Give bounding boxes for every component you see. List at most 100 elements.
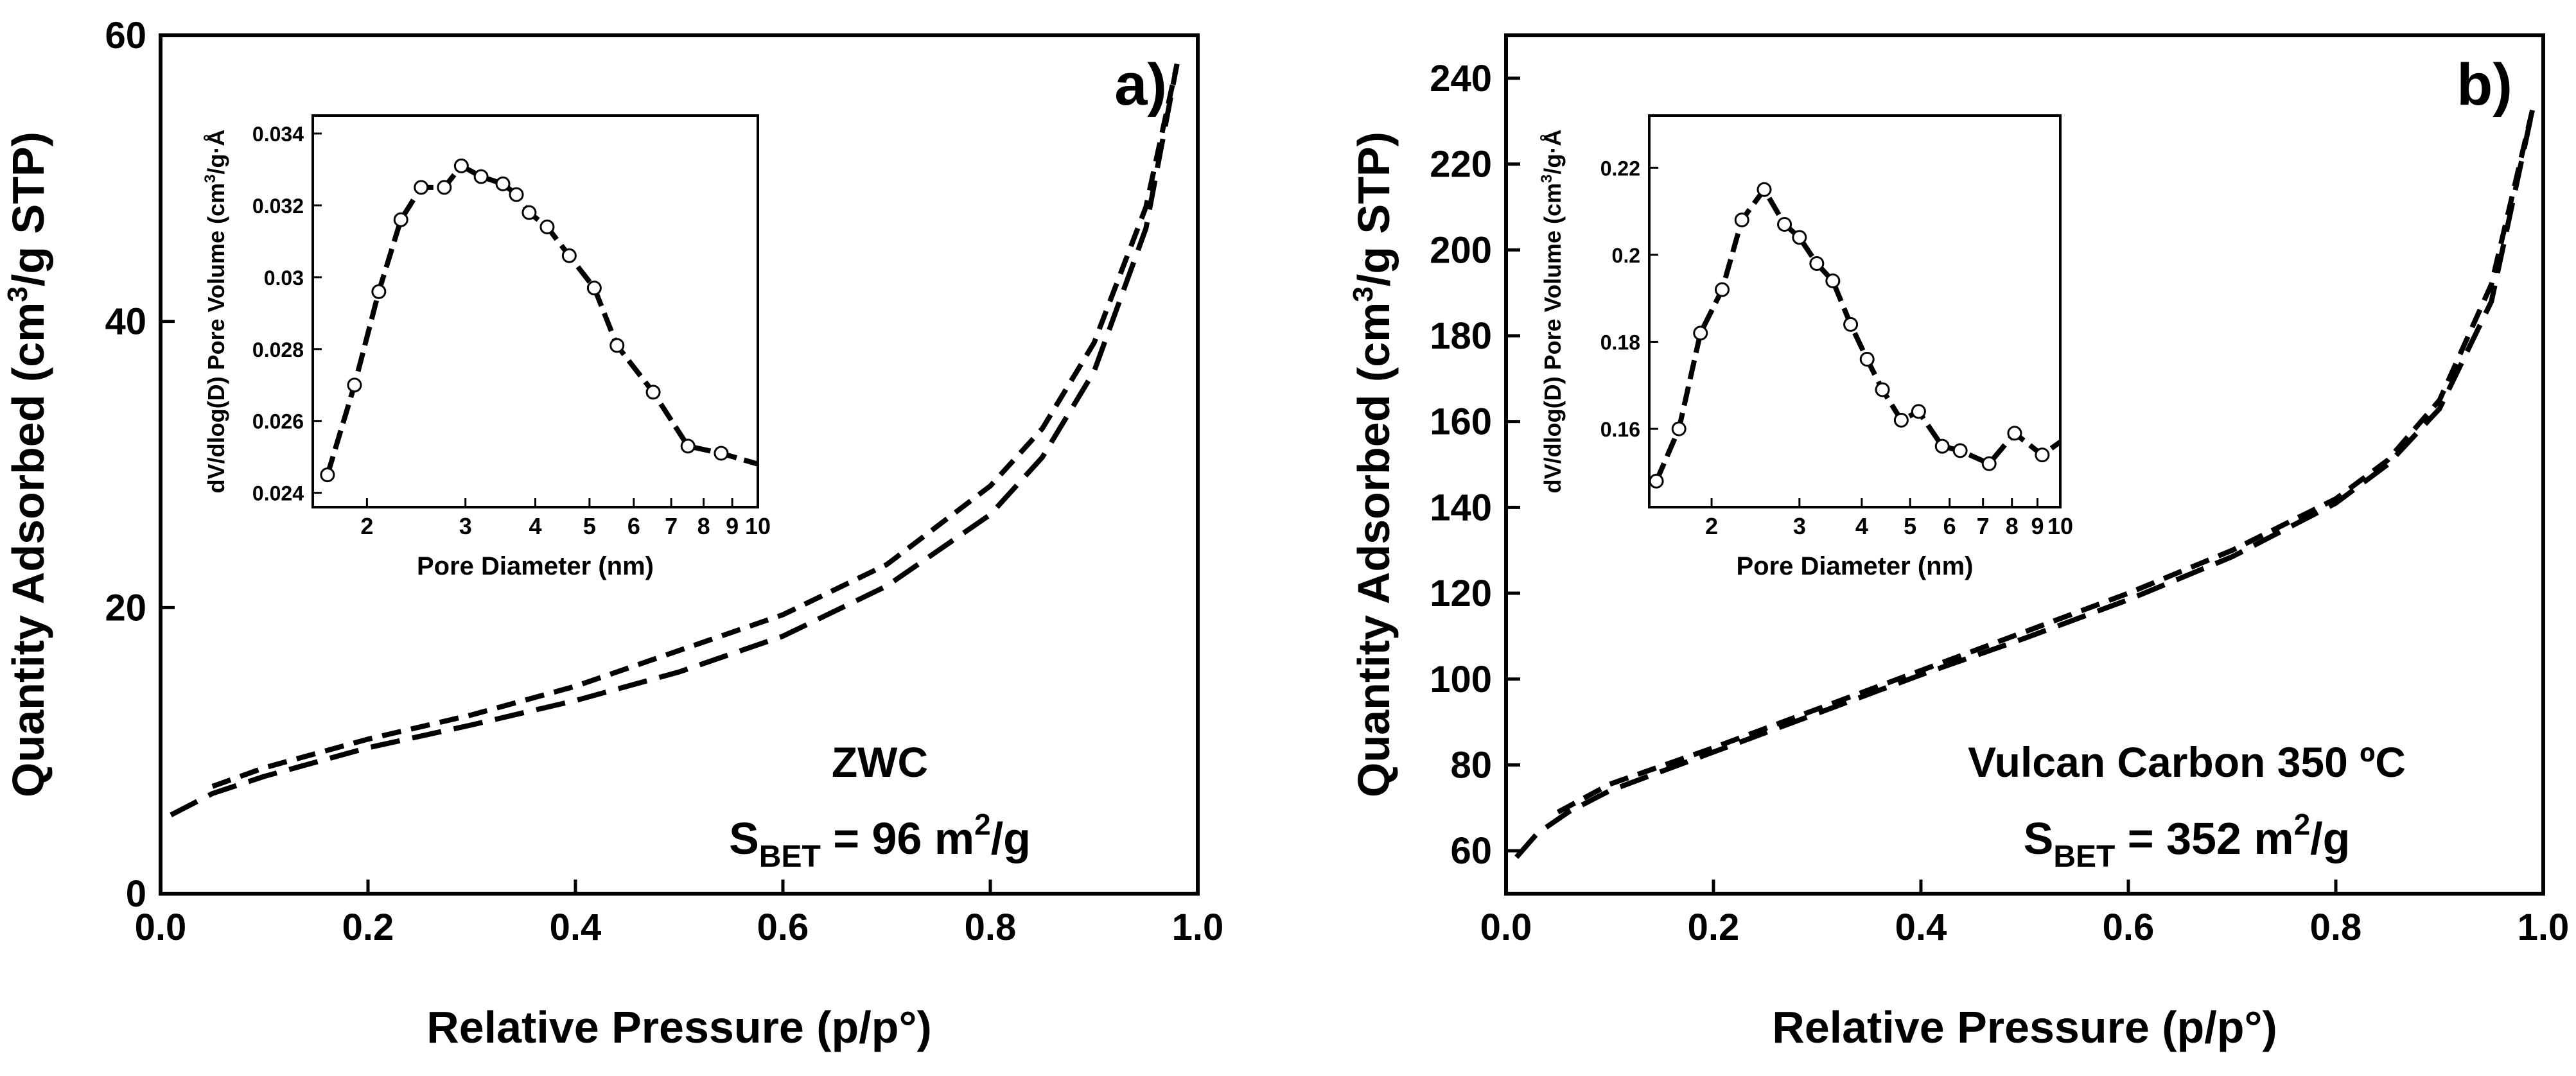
inset-data-point xyxy=(1734,213,1749,228)
inset-data-point xyxy=(521,205,537,220)
inset-data-point xyxy=(1777,216,1792,232)
inset-data-point xyxy=(1757,182,1772,197)
sbet-label: SBET = 352 m2/g xyxy=(2024,808,2351,874)
inset-x-tick-label: 8 xyxy=(2006,513,2019,539)
x-tick-label: 1.0 xyxy=(2518,907,2570,948)
inset-frame xyxy=(1648,114,2062,508)
inset-data-point xyxy=(437,180,452,195)
inset-data-point xyxy=(609,338,625,353)
inset-y-tick-label: 0.026 xyxy=(252,410,304,433)
inset-x-tick-label: 9 xyxy=(726,513,739,539)
inset-x-tick-label: 4 xyxy=(1855,513,1868,539)
y-tick-label: 40 xyxy=(105,301,146,343)
x-axis-label: Relative Pressure (p/p°) xyxy=(1772,1002,2277,1052)
plot-frame xyxy=(159,33,1200,896)
inset-a: 2 3 4 5 6 7 8 9 10 0.024 0.026 0.028 0.03 0.032 0.034 P… xyxy=(202,114,771,580)
inset-data-point xyxy=(1952,443,1968,458)
panel-a: 0.0 0.2 0.4 0.6 0.8 1.0 0 20 40 60 Relative Pressu… xyxy=(2,15,1223,1052)
inset-x-tick-label: 10 xyxy=(2047,513,2073,539)
inset-data-point xyxy=(393,212,408,227)
inset-data-point xyxy=(509,187,524,202)
inset-data-point xyxy=(645,385,661,400)
inset-data-point xyxy=(347,377,362,393)
y-tick-label: 60 xyxy=(1450,830,1492,872)
sbet-label: SBET = 96 m2/g xyxy=(729,808,1031,874)
panel-label: b) xyxy=(2457,52,2512,117)
series-adsorption xyxy=(1514,107,2536,859)
panel-b: 0.0 0.2 0.4 0.6 0.8 1.0 60 80 100 120 140 160 180 200… xyxy=(1347,33,2570,1052)
series-desorption xyxy=(211,63,1180,789)
x-tick-label: 0.2 xyxy=(342,907,394,948)
y-tick-label: 0 xyxy=(126,873,146,915)
x-tick-label: 0.8 xyxy=(2310,907,2362,948)
inset-data-point xyxy=(1911,404,1926,419)
inset-x-tick-label: 6 xyxy=(627,513,640,539)
inset-data-point xyxy=(1649,473,1664,489)
inset-x-axis-label: Pore Diameter (nm) xyxy=(417,552,654,580)
inset-x-tick-label: 7 xyxy=(665,513,678,539)
x-tick-label: 0.2 xyxy=(1688,907,1740,948)
inset-data-point xyxy=(1934,438,1950,454)
x-tick-label: 0.6 xyxy=(2103,907,2155,948)
inset-y-tick-label: 0.032 xyxy=(252,195,304,218)
inset-y-tick-label: 0.024 xyxy=(252,482,304,505)
x-tick-label: 0.4 xyxy=(550,907,602,948)
x-tick-label: 0.6 xyxy=(757,907,809,948)
x-tick-label: 0.8 xyxy=(965,907,1017,948)
inset-data-point xyxy=(320,467,335,483)
inset-y-axis-label: dV/dlog(D) Pore Volume (cm3/g·Å xyxy=(202,130,229,494)
inset-data-point xyxy=(1693,325,1708,341)
inset-y-tick-label: 0.16 xyxy=(1600,418,1640,441)
y-axis-label: Quantity Adsorbed (cm3/g STP) xyxy=(1347,132,1399,797)
inset-data-point xyxy=(453,158,469,173)
inset-x-tick-label: 2 xyxy=(1705,513,1718,539)
sample-name: Vulcan Carbon 350 ºC xyxy=(1968,738,2406,786)
inset-data-point xyxy=(414,180,429,195)
inset-data-point xyxy=(680,438,696,454)
inset-x-tick-label: 6 xyxy=(1943,513,1956,539)
y-tick-label: 220 xyxy=(1430,144,1492,186)
y-axis-label: Quantity Adsorbed (cm3/g STP) xyxy=(2,132,53,797)
inset-data-point xyxy=(1792,230,1807,245)
inset-data-point xyxy=(561,248,577,263)
inset-data-point xyxy=(1893,412,1909,428)
inset-data-point xyxy=(1843,317,1859,332)
inset-y-tick-label: 0.22 xyxy=(1600,157,1640,180)
x-tick-label: 0.0 xyxy=(135,907,187,948)
inset-y-tick-label: 0.18 xyxy=(1600,331,1640,354)
x-tick-label: 1.0 xyxy=(1172,907,1224,948)
inset-data-point xyxy=(1825,273,1841,289)
inset-data-point xyxy=(495,176,511,191)
series-adsorption xyxy=(170,63,1180,817)
inset-x-tick-label: 4 xyxy=(529,513,541,539)
y-tick-label: 140 xyxy=(1430,487,1492,528)
inset-data-point xyxy=(1875,382,1890,397)
inset-x-tick-label: 9 xyxy=(2031,513,2044,539)
inset-y-tick-label: 0.034 xyxy=(252,123,304,146)
inset-x-tick-label: 8 xyxy=(697,513,710,539)
x-axis-label: Relative Pressure (p/p°) xyxy=(426,1002,932,1052)
inset-y-tick-label: 0.2 xyxy=(1612,244,1640,267)
inset-data-point xyxy=(1981,456,1997,471)
inset-data-point xyxy=(473,169,489,184)
inset-x-tick-label: 2 xyxy=(360,513,373,539)
inset-y-tick-label: 0.028 xyxy=(252,338,304,361)
inset-x-tick-label: 7 xyxy=(1977,513,1990,539)
inset-data-point xyxy=(1859,352,1875,367)
inset-data-point xyxy=(2035,447,2050,463)
inset-data-point xyxy=(1809,256,1825,271)
inset-x-tick-label: 5 xyxy=(583,513,596,539)
inset-data-point xyxy=(586,281,602,296)
inset-data-point xyxy=(2007,426,2022,441)
inset-data-point xyxy=(371,284,387,299)
sample-name: ZWC xyxy=(832,738,928,786)
y-tick-label: 180 xyxy=(1430,315,1492,357)
inset-x-tick-label: 3 xyxy=(1793,513,1806,539)
y-tick-label: 60 xyxy=(105,15,146,56)
y-tick-label: 160 xyxy=(1430,401,1492,443)
inset-x-tick-label: 3 xyxy=(459,513,472,539)
x-tick-label: 0.0 xyxy=(1480,907,1532,948)
y-tick-label: 20 xyxy=(105,587,146,629)
y-tick-label: 120 xyxy=(1430,573,1492,614)
